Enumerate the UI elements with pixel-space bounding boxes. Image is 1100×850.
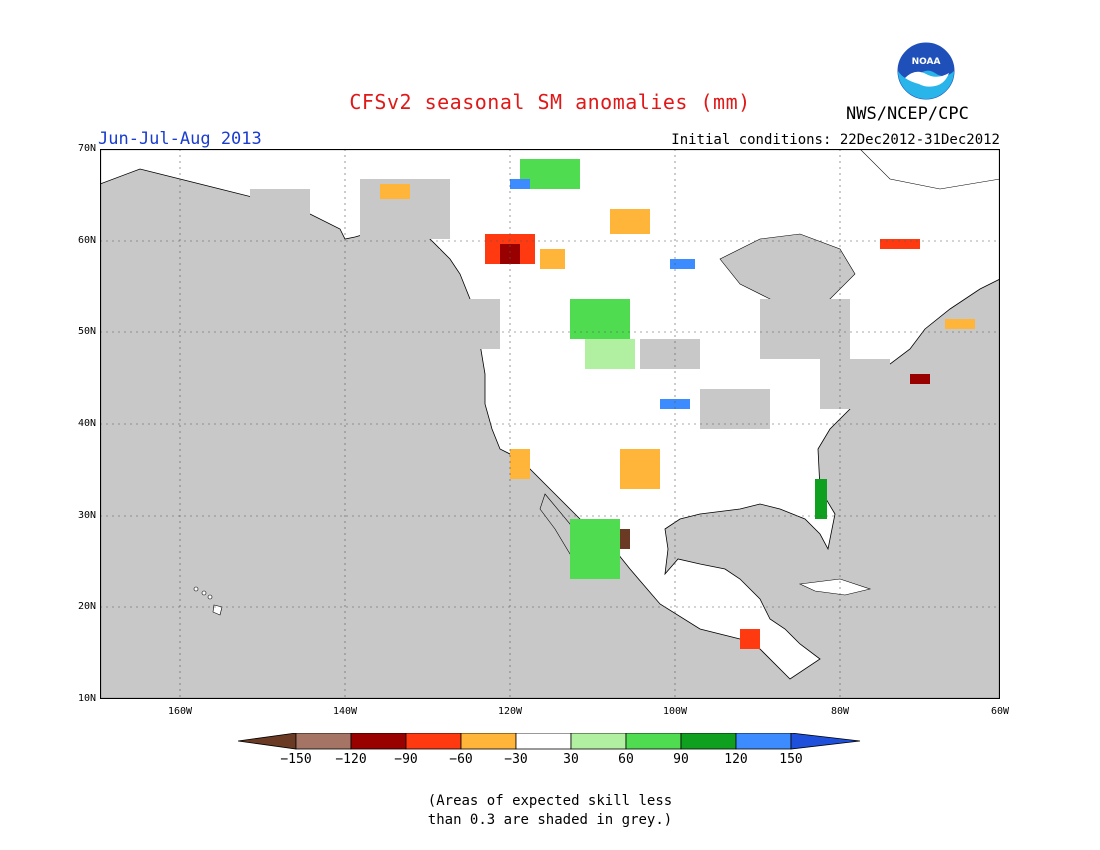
colorbar-segment <box>680 733 737 750</box>
colorbar-segment <box>735 733 792 750</box>
colorbar-segment <box>460 733 517 750</box>
lat-label-60n: 60N <box>77 235 96 246</box>
map-title: CFSv2 seasonal SM anomalies (mm) <box>349 90 751 114</box>
lon-label-140w: 140W <box>332 706 358 717</box>
low-skill-shading <box>108 179 890 429</box>
lon-label-160w: 160W <box>167 706 193 717</box>
hawaii-islands <box>193 586 223 616</box>
greenland <box>859 149 1000 190</box>
colorbar-segment <box>625 733 682 750</box>
lon-label-80w: 80W <box>830 706 850 717</box>
lon-label-100w: 100W <box>662 706 688 717</box>
lat-label-40n: 40N <box>77 418 96 429</box>
lon-label-120w: 120W <box>497 706 523 717</box>
colorbar <box>238 733 861 750</box>
lat-label-20n: 20N <box>77 601 96 612</box>
soil-moisture-map <box>100 149 1000 699</box>
lon-label-60w: 60W <box>990 706 1010 717</box>
colorbar-arrow-right <box>790 733 861 750</box>
gridlines <box>100 149 1000 699</box>
hudson-bay <box>719 233 856 310</box>
colorbar-segment <box>350 733 407 750</box>
colorbar-label: −120 <box>335 752 367 767</box>
colorbar-segment <box>295 733 352 750</box>
colorbar-arrow-left <box>238 733 297 750</box>
initial-conditions: Initial conditions: 22Dec2012-31Dec2012 <box>671 132 1000 148</box>
logo-text: NOAA <box>912 57 941 67</box>
colorbar-label: −30 <box>504 752 528 767</box>
colorbar-label: 60 <box>618 752 634 767</box>
colorbar-label: −90 <box>394 752 418 767</box>
skill-note: (Areas of expected skill less than 0.3 a… <box>0 792 1100 830</box>
colorbar-segment <box>405 733 462 750</box>
map-frame <box>100 149 1000 699</box>
colorbar-label: 120 <box>724 752 748 767</box>
colorbar-label: 90 <box>673 752 689 767</box>
lat-label-30n: 30N <box>77 510 96 521</box>
agency-label: NWS/NCEP/CPC <box>846 104 969 124</box>
noaa-logo: NOAA <box>896 41 956 101</box>
cuba <box>798 578 872 596</box>
skill-note-line: (Areas of expected skill less <box>427 793 673 809</box>
colorbar-segment <box>570 733 627 750</box>
colorbar-segment <box>515 733 572 750</box>
colorbar-label: −60 <box>449 752 473 767</box>
lat-label-70n: 70N <box>77 143 96 154</box>
skill-note-line: than 0.3 are shaded in grey.) <box>427 812 673 828</box>
forecast-period: Jun-Jul-Aug 2013 <box>98 129 262 149</box>
lat-label-50n: 50N <box>77 326 96 337</box>
lat-label-10n: 10N <box>77 693 96 704</box>
colorbar-label: −150 <box>280 752 312 767</box>
colorbar-label: 150 <box>779 752 803 767</box>
anomaly-cells <box>380 159 975 649</box>
colorbar-label: 30 <box>563 752 579 767</box>
